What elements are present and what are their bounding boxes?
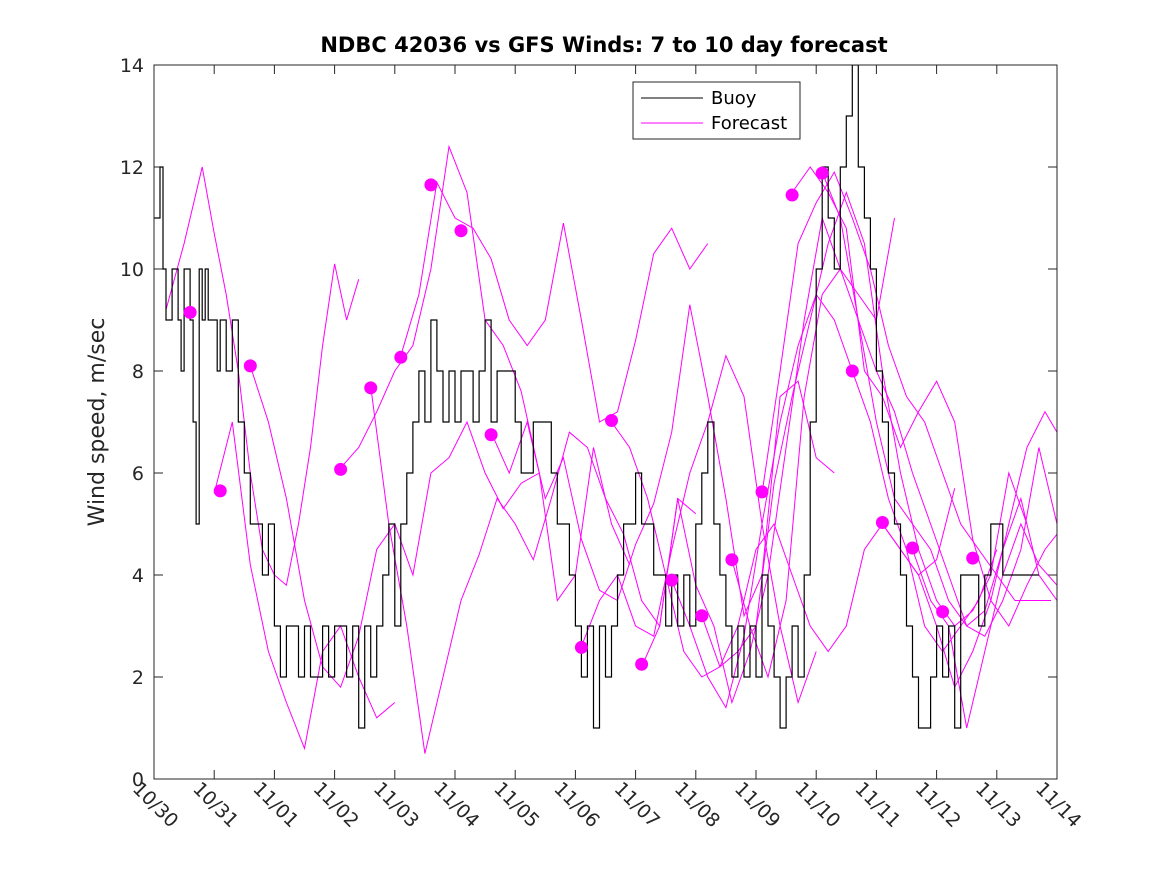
legend-buoy-label: Buoy <box>711 88 757 109</box>
forecast-marker <box>183 305 197 319</box>
forecast-marker <box>695 609 709 623</box>
forecast-line-15 <box>821 171 1057 627</box>
y-tick-label: 2 <box>132 667 144 689</box>
y-tick-label: 6 <box>132 463 144 485</box>
forecast-marker <box>484 428 498 442</box>
forecast-marker <box>635 657 649 671</box>
legend: Buoy Forecast <box>632 81 801 140</box>
forecast-marker <box>334 462 348 476</box>
forecast-marker <box>875 515 889 529</box>
forecast-marker <box>785 188 799 202</box>
y-tick-labels: 0 2 4 6 8 10 12 14 <box>120 55 144 791</box>
forecast-marker <box>454 224 468 238</box>
marker-layer <box>183 166 980 671</box>
forecast-marker <box>906 541 920 555</box>
forecast-marker <box>936 605 950 619</box>
forecast-line-12 <box>731 267 1057 679</box>
series-layer <box>154 65 1057 754</box>
chart-title: NDBC 42036 vs GFS Winds: 7 to 10 day for… <box>320 33 887 57</box>
forecast-marker <box>243 359 257 373</box>
plot-area <box>154 65 1057 754</box>
legend-box <box>632 81 801 140</box>
y-tick-label: 14 <box>120 55 144 77</box>
forecast-marker <box>424 178 438 192</box>
forecast-marker <box>815 166 829 180</box>
y-tick-label: 10 <box>120 259 144 281</box>
forecast-marker <box>574 640 588 654</box>
forecast-marker <box>213 484 227 498</box>
forecast-line-8 <box>580 354 817 705</box>
forecast-line-5 <box>370 386 697 754</box>
y-tick-label: 12 <box>120 157 144 179</box>
forecast-marker <box>605 413 619 427</box>
forecast-marker <box>665 573 679 587</box>
forecast-marker <box>755 485 769 499</box>
forecast-line-4 <box>400 180 709 423</box>
y-tick-label: 4 <box>132 565 144 587</box>
y-axis-label: Wind speed, m/sec <box>85 318 110 527</box>
forecast-marker <box>364 381 378 395</box>
forecast-marker <box>394 350 408 364</box>
buoy-line <box>154 65 1039 729</box>
legend-forecast-label: Forecast <box>711 113 787 134</box>
forecast-line-13 <box>761 170 1051 601</box>
forecast-line-17 <box>912 522 1057 729</box>
y-tick-label: 0 <box>132 769 144 791</box>
forecast-marker <box>966 551 980 565</box>
y-tick-label: 8 <box>132 361 144 383</box>
forecast-line-16 <box>881 410 1057 689</box>
forecast-marker <box>725 553 739 567</box>
forecast-line-6 <box>490 304 835 618</box>
axes-box <box>153 64 1058 780</box>
forecast-marker <box>845 364 859 378</box>
